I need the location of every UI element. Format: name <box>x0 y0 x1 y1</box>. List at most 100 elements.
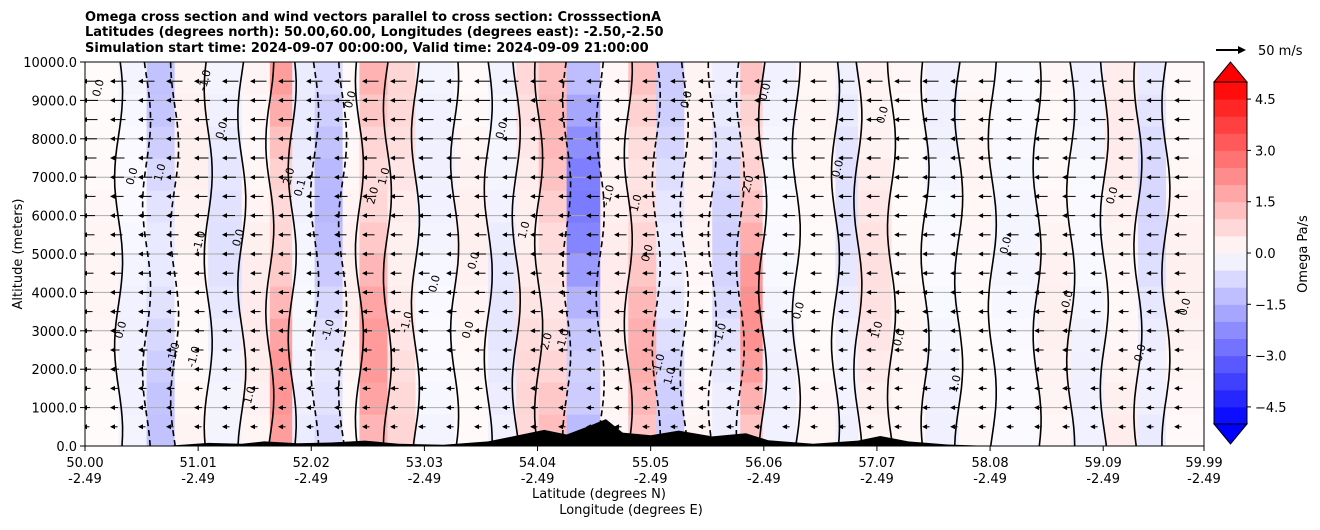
omega-cell <box>656 126 685 159</box>
wind-vector-head <box>1090 117 1096 123</box>
wind-vector-head <box>614 289 620 295</box>
wind-vector-head <box>894 78 900 84</box>
wind-vector-head <box>866 251 872 257</box>
wind-vector-head <box>250 328 256 334</box>
wind-vector-head <box>306 328 312 334</box>
wind-vector-head <box>530 424 536 430</box>
wind-vector-head <box>894 117 900 123</box>
wind-vector-head <box>390 424 396 430</box>
omega-cell <box>925 222 960 255</box>
wind-vector-head <box>978 405 984 411</box>
wind-vector-head <box>894 270 900 276</box>
omega-cell <box>454 318 489 351</box>
wind-vector-head <box>922 174 928 180</box>
wind-vector-head <box>922 117 928 123</box>
wind-vector-head <box>726 78 732 84</box>
wind-vector-head <box>250 309 256 315</box>
x-axis-label: Latitude (degrees N) <box>532 487 666 502</box>
wind-vector-head <box>306 193 312 199</box>
contour-line <box>382 62 393 446</box>
wind-vector-head <box>1090 251 1096 257</box>
contour-line <box>651 62 662 446</box>
wind-vector-head <box>1062 193 1068 199</box>
omega-cell <box>516 254 540 287</box>
contour-line <box>920 62 930 446</box>
x-tick-label-lon: -2.49 <box>521 472 555 487</box>
wind-vector-head <box>614 193 620 199</box>
wind-vector-head <box>978 270 984 276</box>
omega-cell <box>600 222 629 255</box>
omega-cell <box>762 62 797 95</box>
wind-vector-head <box>502 366 508 372</box>
omega-cell <box>454 190 489 223</box>
wind-vector-head <box>670 328 676 334</box>
wind-vector-head <box>782 289 788 295</box>
wind-vector-head <box>1146 174 1152 180</box>
wind-vector-head <box>166 366 172 372</box>
wind-vector-head <box>418 174 424 180</box>
wind-vector-head <box>166 155 172 161</box>
wind-vector-head <box>222 289 228 295</box>
wind-vector-head <box>1146 270 1152 276</box>
omega-cell <box>415 254 456 287</box>
omega-cell <box>684 94 713 127</box>
wind-vector-head <box>782 270 788 276</box>
omega-cell <box>241 158 271 191</box>
wind-vector-head <box>362 385 368 391</box>
wind-vector-head <box>922 232 928 238</box>
omega-cell <box>516 350 540 383</box>
wind-vector-head <box>194 289 200 295</box>
omega-cell <box>712 126 741 159</box>
contour-label: -1.0 <box>649 352 667 376</box>
wind-vector-head <box>922 289 928 295</box>
wind-vector-head <box>558 289 564 295</box>
wind-vector-head <box>390 405 396 411</box>
omega-cell <box>566 62 601 95</box>
omega-cell <box>85 158 120 191</box>
wind-vector-head <box>1174 405 1180 411</box>
omega-cell <box>1070 62 1105 95</box>
wind-vector-head <box>194 232 200 238</box>
wind-vector-head <box>250 78 256 84</box>
x-tick-label-lon: -2.49 <box>294 472 328 487</box>
wind-vector-head <box>1118 213 1124 219</box>
wind-vector-head <box>586 366 592 372</box>
y-axis-label: Altitude (meters) <box>11 199 26 310</box>
wind-vector-head <box>1034 347 1040 353</box>
wind-vector-head <box>698 251 704 257</box>
wind-vector-head <box>166 347 172 353</box>
wind-vector-head <box>754 213 760 219</box>
wind-vector-head <box>390 78 396 84</box>
wind-vector-head <box>306 213 312 219</box>
wind-vector-head <box>614 174 620 180</box>
wind-vector-head <box>838 328 844 334</box>
wind-vector-head <box>1006 405 1012 411</box>
wind-vector-head <box>558 78 564 84</box>
wind-vector-head <box>446 136 452 142</box>
wind-vector-head <box>1146 97 1152 103</box>
omega-fill <box>85 62 1204 446</box>
wind-vector-head <box>530 347 536 353</box>
omega-cell <box>958 222 993 255</box>
contour-line <box>236 62 247 446</box>
omega-cell <box>712 94 741 127</box>
wind-vector-head <box>1062 117 1068 123</box>
omega-cell <box>796 286 837 319</box>
wind-vector-head <box>390 213 396 219</box>
wind-vector-head <box>698 424 704 430</box>
wind-vector-head <box>558 424 564 430</box>
omega-cell <box>454 126 489 159</box>
omega-cell <box>762 158 797 191</box>
omega-cell <box>1137 62 1167 95</box>
omega-cell <box>85 222 120 255</box>
omega-cell <box>958 350 993 383</box>
wind-vector-head <box>1118 309 1124 315</box>
omega-cell <box>342 318 361 351</box>
wind-vector-head <box>138 174 144 180</box>
omega-cell <box>891 318 926 351</box>
omega-cell <box>208 126 243 159</box>
contour-label: 1.0 <box>151 162 168 182</box>
contour-label: 2.0 <box>280 166 297 186</box>
title-line-2: Latitudes (degrees north): 50.00,60.00, … <box>85 25 664 40</box>
contour-label: 0.0 <box>997 235 1014 255</box>
